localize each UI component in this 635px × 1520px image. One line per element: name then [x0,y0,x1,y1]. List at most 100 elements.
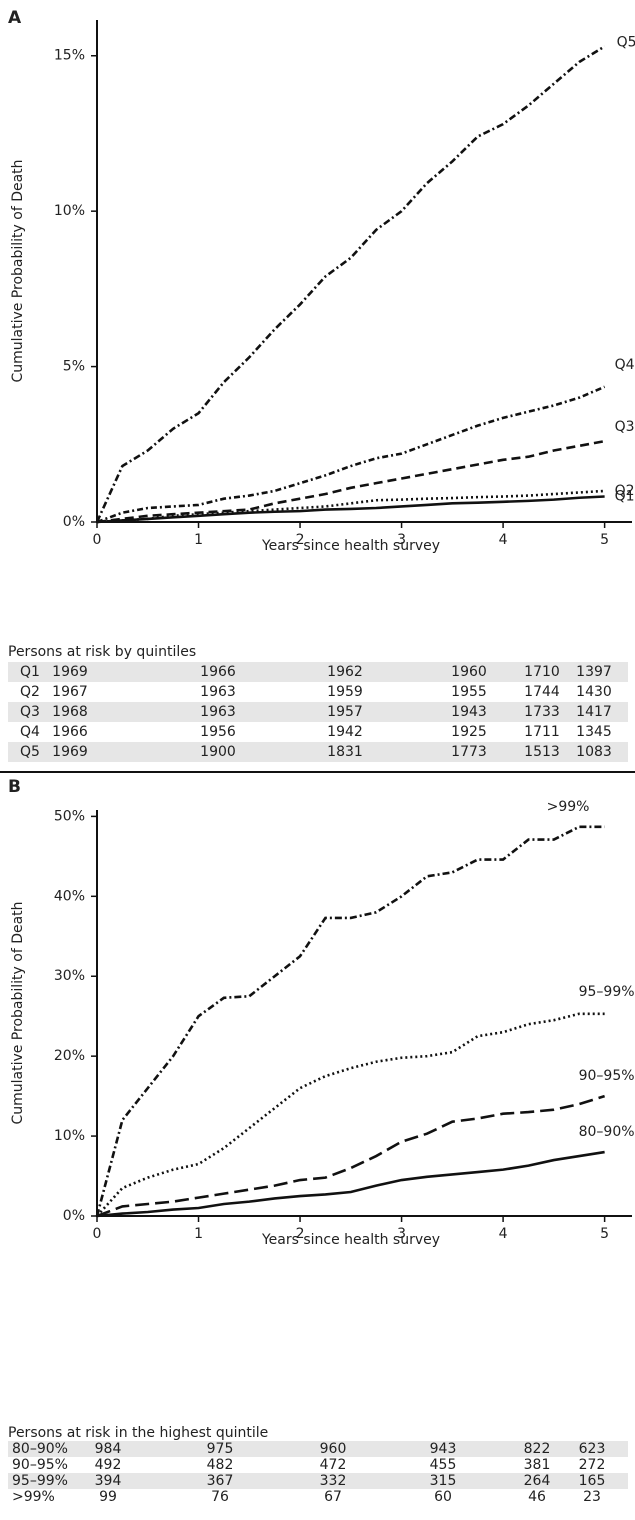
x-tick-label: 4 [499,1226,508,1242]
table-cell: 1711 [524,724,560,740]
table-cell: 943 [430,1441,457,1457]
table-cell: 1943 [451,704,487,720]
table-cell: 1430 [576,684,612,700]
table-cell: 623 [579,1441,606,1457]
x-tick-label: 0 [93,532,102,548]
line-series [96,495,605,524]
table-cell: 332 [320,1473,347,1489]
table-cell: 264 [524,1473,551,1489]
table-cell: 76 [211,1489,229,1505]
x-tick-label: 0 [93,1226,102,1242]
x-tick-label: 2 [296,1226,305,1242]
table-cell: 272 [579,1457,606,1473]
y-tick-label: 0% [63,1208,85,1224]
table-cell: 1956 [200,724,236,740]
table-cell: 1966 [200,664,236,680]
x-axis-label: Years since health survey [261,1232,440,1248]
table-cell: 1969 [52,664,88,680]
table-cell: 1963 [200,704,236,720]
table-cell: 1710 [524,664,560,680]
table-cell: 394 [95,1473,122,1489]
table-cell: 1960 [451,664,487,680]
line-series [96,1150,605,1218]
table-cell: 1959 [327,684,363,700]
row-label: >99% [12,1489,55,1505]
x-tick-label: 1 [194,532,203,548]
table-cell: 1942 [327,724,363,740]
x-tick-label: 4 [499,532,508,548]
table-cell: 1967 [52,684,88,700]
table-cell: 1962 [327,664,363,680]
table-cell: 822 [524,1441,551,1457]
x-tick-label: 5 [600,532,609,548]
panel-label: A [8,8,22,28]
row-label: Q3 [20,704,40,720]
row-shade [8,742,628,762]
table-cell: 1744 [524,684,560,700]
table-cell: 1513 [524,744,560,760]
table-cell: 46 [528,1489,546,1505]
line-series [96,439,605,524]
table-cell: 67 [324,1489,342,1505]
y-tick-label: 15% [54,48,85,64]
y-tick-label: 5% [63,359,85,375]
row-label: Q5 [20,744,40,760]
series-label: Q3 [615,419,635,435]
y-tick-label: 50% [54,808,85,824]
row-label: 95–99% [12,1473,68,1489]
series-label: 95–99% [579,984,635,1000]
table-cell: 1345 [576,724,612,740]
table-cell: 1417 [576,704,612,720]
y-tick-label: 20% [54,1048,85,1064]
line-series [96,1094,606,1218]
table-cell: 1831 [327,744,363,760]
table-cell: 60 [434,1489,452,1505]
panel-label: B [8,777,21,797]
series-label: Q4 [615,357,635,373]
row-shade [8,1441,628,1457]
y-tick-label: 40% [54,888,85,904]
table-cell: 165 [579,1473,606,1489]
table-title: Persons at risk in the highest quintile [8,1425,268,1441]
table-cell: 367 [207,1473,234,1489]
x-tick-label: 2 [296,532,305,548]
series-label: Q2 [615,483,635,499]
table-title: Persons at risk by quintiles [8,644,196,660]
table-cell: 1955 [451,684,487,700]
row-shade [8,1473,628,1489]
y-tick-label: 10% [54,1128,85,1144]
table-cell: 99 [99,1489,117,1505]
table-cell: 1900 [200,744,236,760]
line-series [96,1012,605,1217]
table-cell: 455 [430,1457,457,1473]
table-cell: 1733 [524,704,560,720]
row-shade [8,702,628,722]
row-shade [8,662,628,682]
y-tick-label: 10% [54,203,85,219]
x-axis-label: Years since health survey [261,538,440,554]
row-label: 80–90% [12,1441,68,1457]
x-tick-label: 5 [600,1226,609,1242]
series-label: >99% [547,799,590,815]
table-cell: 984 [95,1441,122,1457]
table-cell: 1963 [200,684,236,700]
table-cell: 975 [207,1441,234,1457]
row-label: Q1 [20,664,40,680]
table-cell: 1773 [451,744,487,760]
x-tick-label: 3 [397,1226,406,1242]
y-tick-label: 30% [54,968,85,984]
series-label: Q1 [615,489,635,505]
x-tick-label: 3 [397,532,406,548]
line-series [95,45,606,523]
table-cell: 381 [524,1457,551,1473]
row-label: Q4 [20,724,40,740]
table-cell: 23 [583,1489,601,1505]
x-tick-label: 1 [194,1226,203,1242]
series-label: Q5 [617,34,635,50]
line-series [95,825,605,1217]
table-cell: 1083 [576,744,612,760]
table-cell: 1925 [451,724,487,740]
line-series [96,385,606,524]
table-cell: 315 [430,1473,457,1489]
